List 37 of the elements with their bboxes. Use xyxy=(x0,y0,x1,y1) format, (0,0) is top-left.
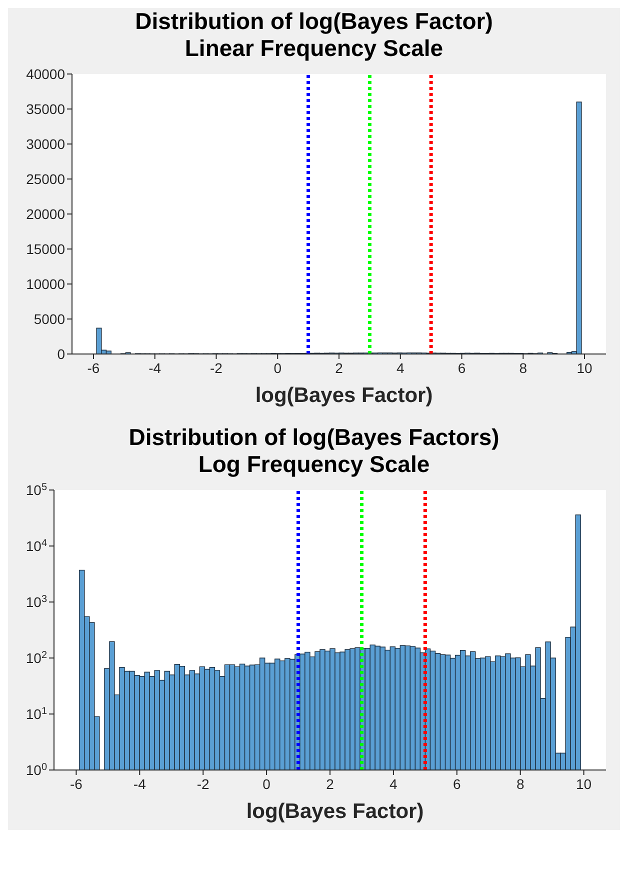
x-tick-label: 0 xyxy=(274,360,282,376)
x-tick-label: 2 xyxy=(326,776,334,792)
x-tick-label: -2 xyxy=(210,360,223,376)
y-tick-label: 15000 xyxy=(26,241,66,257)
x-tick-label: -6 xyxy=(87,360,100,376)
y-tick-label: 10$^{0}$ xyxy=(26,762,48,778)
x-tick-label: 2 xyxy=(335,360,344,376)
y-tick-label: 10$^{3}$ xyxy=(26,594,48,610)
y-tick-label: 10$^{1}$ xyxy=(26,706,48,722)
y-tick-label: 25000 xyxy=(26,171,66,187)
y-tick-label: 10$^{4}$ xyxy=(26,538,48,554)
y-tick-label: 10$^{2}$ xyxy=(26,650,48,666)
x-tick-label: 4 xyxy=(396,360,404,376)
x-tick-label: 10 xyxy=(576,776,592,792)
y-tick-label: 20000 xyxy=(26,206,66,222)
x-axis-title: log(Bayes Factor) xyxy=(254,384,434,409)
chart-title: Distribution of log(Bayes Factor) Linear Frequency Scale xyxy=(134,8,494,62)
y-tick-label: 40000 xyxy=(26,66,66,82)
x-tick-label: 8 xyxy=(519,360,528,376)
y-tick-label: 10000 xyxy=(26,276,66,292)
x-tick-label: -6 xyxy=(70,776,83,792)
x-tick-label: 4 xyxy=(390,776,398,792)
x-tick-label: -4 xyxy=(148,360,162,376)
y-tick-label: 10$^{5}$ xyxy=(26,482,48,498)
x-tick-label: 0 xyxy=(262,776,271,792)
x-tick-label: -2 xyxy=(196,776,210,792)
x-tick-label: -4 xyxy=(133,776,146,792)
y-tick-label: 5000 xyxy=(34,311,66,327)
y-tick-label: 30000 xyxy=(26,136,66,152)
x-tick-label: 10 xyxy=(576,360,593,376)
x-tick-label: 6 xyxy=(458,360,466,376)
x-axis-title: log(Bayes Factor) xyxy=(245,800,425,825)
chart-title: Distribution of log(Bayes Factors) Log Frequency Scale xyxy=(128,424,500,478)
x-tick-label: 6 xyxy=(453,776,461,792)
y-tick-label: 0 xyxy=(57,346,66,362)
x-tick-label: 8 xyxy=(516,776,524,792)
y-tick-label: 35000 xyxy=(26,101,66,117)
